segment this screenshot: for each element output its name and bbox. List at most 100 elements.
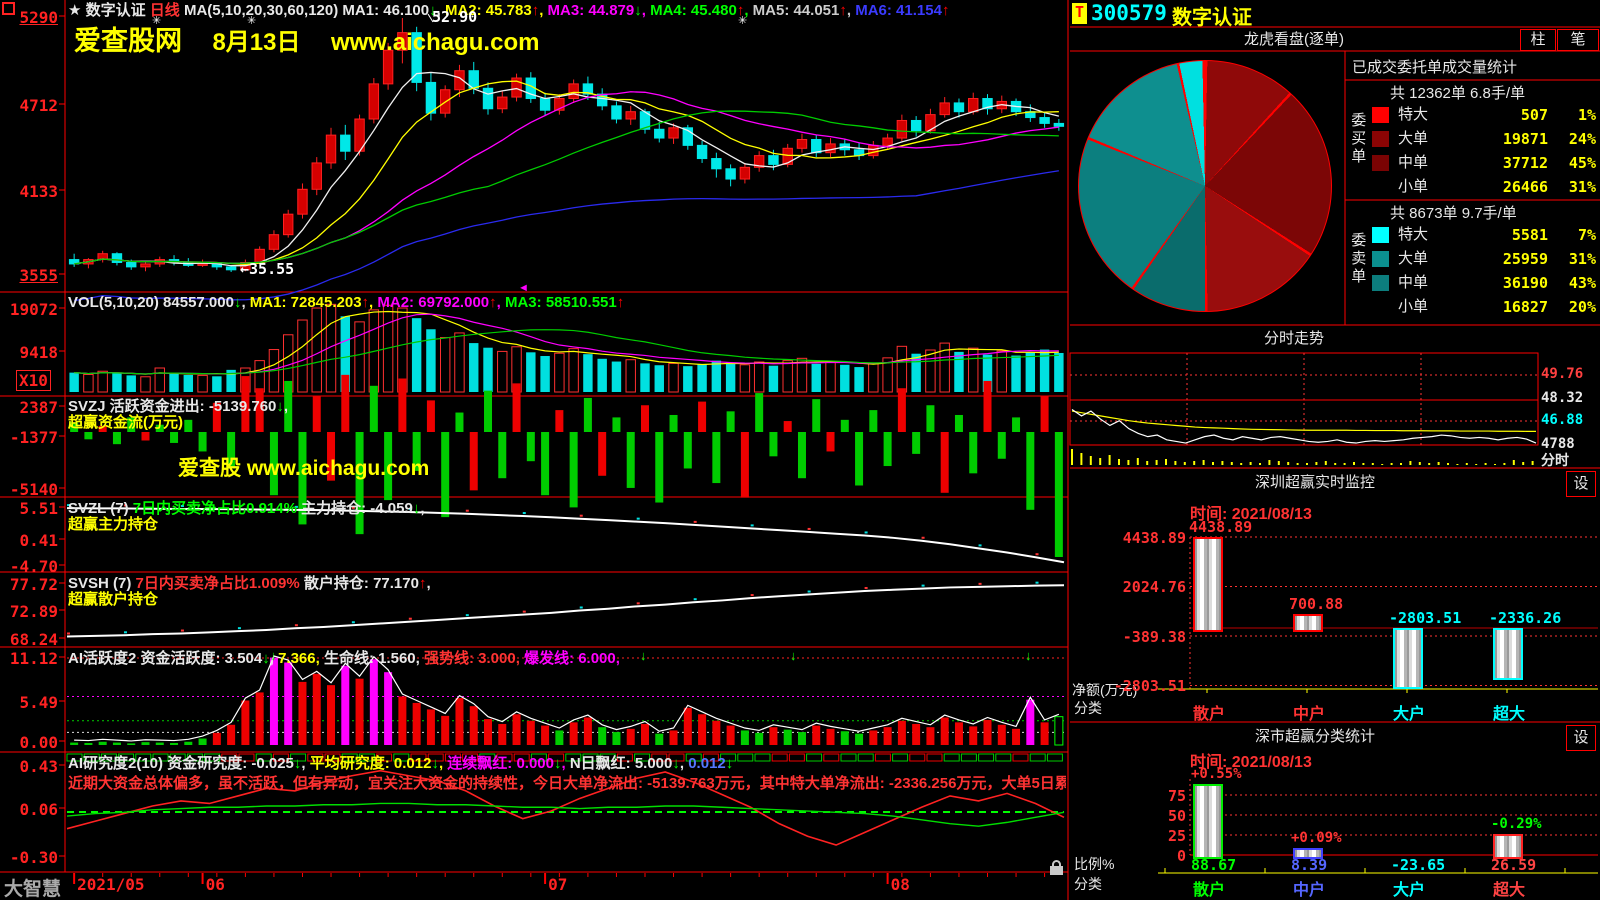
axis-label: 4133 (19, 182, 58, 201)
order-type-swatch (1372, 251, 1389, 267)
order-type-label: 特大 (1398, 106, 1429, 123)
monitor-x-unit: 分类 (1074, 700, 1102, 716)
svg-text:↓: ↓ (270, 648, 277, 663)
axis-label: 0.41 (19, 531, 58, 550)
monitor-y-label: 2024.76 (1122, 578, 1186, 597)
watermark-date: 8月13日 (212, 29, 301, 56)
classify-pct-label: +0.09% (1291, 830, 1342, 847)
svg-text:↓: ↓ (1025, 648, 1032, 663)
order-pct: 7% (1577, 226, 1596, 244)
buy-summary: 共 12362单 6.8手/单 (1390, 85, 1526, 102)
axis-label: X10 (16, 370, 51, 391)
lock-icon[interactable] (1050, 860, 1063, 875)
order-stats-title: 已成交委托单成交量统计 (1352, 59, 1518, 76)
order-pct: 31% (1568, 178, 1596, 196)
classify-pct-label: +0.55% (1191, 766, 1242, 783)
axis-label: 72.89 (9, 602, 58, 621)
bar-mode-button[interactable]: 柱 (1520, 29, 1556, 51)
order-type-label: 大单 (1398, 250, 1429, 267)
timeline-month-label[interactable]: 07 (548, 875, 568, 894)
monitor-bar-value: 4438.89 (1189, 518, 1253, 536)
classify-pct-label: -0.29% (1491, 815, 1542, 832)
axis-label: -0.30 (9, 848, 58, 867)
order-count: 36190 (1502, 274, 1548, 292)
monitor-bar[interactable] (1193, 537, 1223, 632)
monitor-bar[interactable] (1393, 628, 1423, 690)
corner-marker (2, 2, 15, 15)
timeline-month-label[interactable]: 08 (890, 875, 910, 894)
svg-text:↓: ↓ (430, 648, 437, 663)
order-type-label: 大单 (1398, 130, 1429, 147)
ai-research-title: AI研究度2(10) 资金研究度: -0.025↓, 平均研究度: 0.012↓… (68, 755, 734, 772)
axis-label: 68.24 (9, 630, 58, 649)
classify-category-label: 散户 (1193, 882, 1226, 899)
axis-label: 0.06 (19, 800, 58, 819)
pen-mode-button[interactable]: 笔 (1557, 29, 1599, 51)
fenshi-axis-label: 49.76 (1541, 366, 1584, 382)
axis-label: 3555 (19, 266, 58, 285)
axis-label: 2387 (19, 398, 58, 417)
monitor-bar-value: 700.88 (1289, 594, 1344, 613)
classify-bar[interactable] (1193, 784, 1223, 859)
scroll-marker-icon: ◄ (518, 282, 529, 294)
classify-bar-value: 88.67 (1191, 856, 1237, 874)
monitor-settings-button[interactable]: 设 (1566, 471, 1596, 497)
order-count: 5581 (1511, 226, 1548, 244)
order-pct: 43% (1568, 274, 1596, 292)
classify-y-label: 25 (1167, 827, 1186, 845)
svg-text:✳: ✳ (247, 15, 256, 27)
monitor-bar-value: -2803.51 (1389, 609, 1462, 627)
monitor-title: 深圳超赢实时监控 (1254, 474, 1375, 491)
monitor-bar[interactable] (1493, 628, 1523, 680)
monitor-y-label: 4438.89 (1122, 529, 1186, 547)
classify-bar[interactable] (1293, 848, 1323, 859)
ai-activity-title: AI活跃度2 资金活跃度: 3.504↓, 7.366, 生命线: 1.560,… (68, 650, 620, 667)
axis-label: 9418 (19, 343, 58, 362)
order-pct: 45% (1568, 154, 1596, 172)
stock-name[interactable]: 数字认证 (1172, 7, 1252, 29)
classify-y-label: 75 (1167, 787, 1186, 805)
monitor-time: 时间: 2021/08/13 (1190, 506, 1312, 523)
axis-label: 5.49 (19, 693, 58, 712)
svzl-indicator-name: 超赢主力持仓 (68, 516, 159, 533)
svg-text:↓: ↓ (640, 648, 647, 663)
axis-label: 11.12 (9, 649, 58, 668)
classify-y-label: 0 (1176, 847, 1186, 865)
order-pct: 1% (1577, 106, 1596, 124)
svzl-indicator-title: SVZL (7) 7日内买卖净占比0.914% 主力持仓: -4.059↓, (68, 500, 425, 517)
high-price-annotation: 52.90 (432, 8, 478, 26)
monitor-bar[interactable] (1293, 613, 1323, 632)
axis-label: 4712 (19, 96, 58, 115)
svsh-indicator-title: SVSH (7) 7日内买卖净占比1.009% 散户持仓: 77.170↑, (68, 575, 431, 592)
axis-label: 77.72 (9, 575, 58, 594)
monitor-category-label: 中户 (1293, 706, 1326, 723)
axis-label: 19072 (9, 300, 58, 319)
svzj-indicator-title: SVZJ 活跃资金进出: -5139.760↓, (68, 398, 289, 415)
watermark-url: www.aichagu.com (330, 29, 540, 56)
order-type-label: 小单 (1398, 178, 1429, 195)
order-volume-pie[interactable] (1078, 60, 1332, 312)
classify-bar[interactable] (1493, 833, 1523, 859)
order-count: 507 (1520, 106, 1548, 124)
classify-y-unit: 比例% (1074, 856, 1115, 872)
ai-research-note: 近期大资金总体偏多，虽不活跃，但有异动，宜关注大资金的持续性，今日大单净流出: … (68, 775, 1066, 792)
svg-text:✳: ✳ (152, 15, 161, 27)
monitor-y-label: -2803.51 (1113, 677, 1186, 696)
classify-bar-value: -23.65 (1391, 856, 1446, 874)
classify-time: 时间: 2021/08/13 (1190, 754, 1312, 771)
kline-indicator-title: ★ 数字认证 日线 MA(5,10,20,30,60,120) MA1: 46.… (68, 2, 950, 19)
low-price-annotation: ←35.55 (240, 260, 295, 278)
order-pct: 20% (1568, 298, 1596, 316)
watermark-site: 爱查股网 (74, 26, 182, 56)
order-count: 16827 (1502, 298, 1548, 316)
timeline-month-label[interactable]: 06 (205, 875, 225, 894)
stock-code[interactable]: 300579 (1091, 1, 1167, 25)
timeline-month-label[interactable]: 2021/05 (77, 875, 145, 894)
axis-label: 5290 (19, 8, 58, 27)
monitor-category-label: 散户 (1193, 706, 1226, 723)
stock-flag-badge: T (1072, 3, 1087, 24)
monitor-y-label: -389.38 (1122, 627, 1186, 646)
classify-settings-button[interactable]: 设 (1566, 725, 1596, 751)
lhkp-title: 龙虎看盘(逐单) (1244, 31, 1344, 48)
